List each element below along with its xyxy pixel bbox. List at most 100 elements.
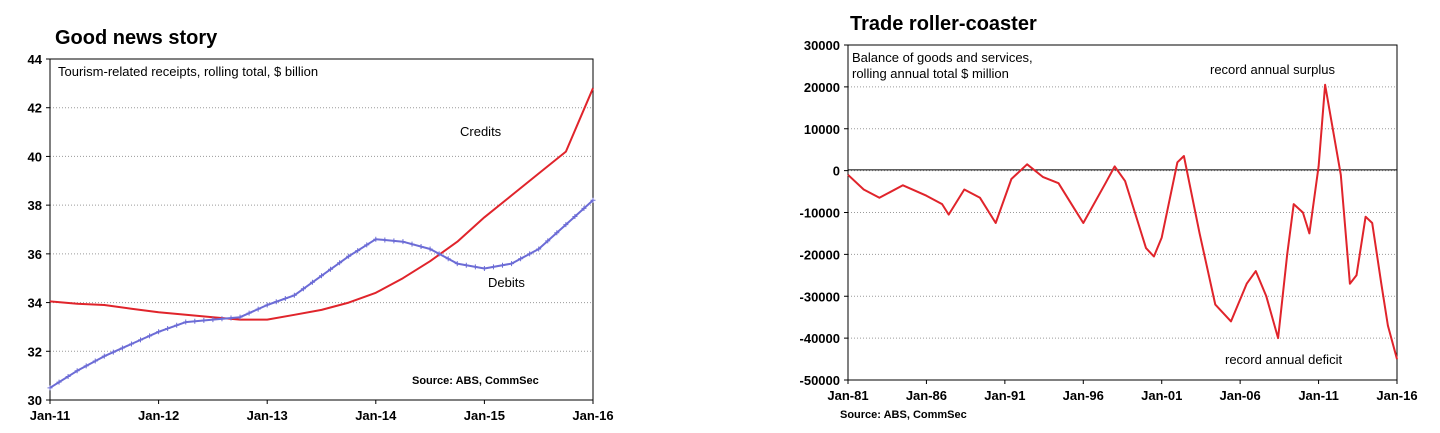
chart1-subtitle: Tourism-related receipts, rolling total,… [58,64,318,79]
chart1-series-debits-marker [101,353,107,359]
chart1-source: Source: ABS, CommSec [412,375,539,387]
chart1-series-debits-marker [65,373,71,379]
chart1-series-debits-marker [246,310,252,316]
chart2-y-tick-label: -30000 [800,289,840,304]
chart1-series-debits-marker [110,349,116,355]
chart2-series [847,83,1398,360]
chart1-y-tick-label: 36 [28,247,42,262]
chart2-series-balance-line [847,83,1398,360]
chart1-title: Good news story [55,27,218,49]
chart1-series-debits-marker [300,286,306,292]
chart1-x-tick-label: Jan-16 [572,408,613,423]
chart1-series-debits-line [49,199,594,389]
chart2-y-tick-label: -40000 [800,331,840,346]
chart2-x-axis: Jan-81 Jan-86 Jan-91 Jan-96 Jan-01 Jan-06 Jan-… [827,380,1418,403]
chart1-series-debits-marker [237,314,243,320]
chart1-series-debits-marker [201,317,207,323]
chart1-series-debits-marker [581,205,587,211]
chart1-series-debits-marker [463,262,469,268]
chart1-y-tick-label: 30 [28,393,42,408]
chart1-series-debits-marker [364,242,370,248]
chart1-series-debits-marker [291,292,297,298]
chart1-series-debits-marker [590,197,596,203]
chart1-series-debits-marker [355,248,361,254]
chart1-series-debits-marker [509,261,515,267]
chart1-series-debits-marker [536,246,542,252]
chart1-series-debits-marker [436,251,442,257]
chart1-y-tick-label: 44 [28,52,43,67]
chart1-series-debits-marker [490,264,496,270]
chart1-series [47,87,596,391]
chart2-y-tick-label: -20000 [800,247,840,262]
chart1-series-debits-marker [219,316,225,322]
chart2-subtitle-line2: rolling annual total $ million [852,66,1009,81]
chart2-plot-frame [847,44,1398,381]
chart1-series-debits-marker [83,363,89,369]
chart2-source: Source: ABS, CommSec [840,409,967,421]
chart2-y-tick-label: 30000 [804,38,840,53]
chart1-series-debits-marker [527,251,533,257]
chart2-gridlines [848,86,1397,339]
chart1-y-tick-label: 40 [28,149,42,164]
chart2-y-tick-label: 0 [833,164,840,179]
chart2-annotation-surplus: record annual surplus [1210,62,1336,77]
chart1-x-tick-label: Jan-13 [247,408,288,423]
chart2-x-tick-label: Jan-96 [1063,388,1104,403]
chart1-series-debits-marker [554,230,560,236]
chart2-y-tick-label: -10000 [800,206,840,221]
chart2-x-tick-label: Jan-91 [984,388,1025,403]
chart1-series-debits-marker [119,345,125,351]
chart2-y-tick-label: -50000 [800,373,840,388]
chart1-series-debits-marker [319,273,324,279]
chart1-series-debits-marker [346,253,352,259]
chart1-gridlines [50,107,593,352]
chart1-series-debits-marker [337,260,343,266]
chart1-series-debits-marker [545,238,551,244]
chart1-y-tick-label: 34 [28,296,43,311]
chart-good-news: Good news story Tourism-related receipts… [28,27,614,423]
chart2-title: Trade roller-coaster [850,13,1037,35]
chart2-y-tick-label: 20000 [804,80,840,95]
chart1-series-debits-marker [391,238,397,244]
chart1-series-debits-marker [264,302,270,308]
chart1-label-debits: Debits [488,275,525,290]
chart1-x-tick-label: Jan-14 [355,408,397,423]
chart1-series-debits-marker [400,239,406,245]
chart1-label-credits: Credits [460,124,502,139]
chart2-subtitle-line1: Balance of goods and services, [852,50,1033,65]
chart1-plot-frame [49,58,594,401]
chart1-series-debits-marker [282,296,288,302]
chart1-y-tick-label: 32 [28,344,42,359]
chart1-series-debits-marker [156,329,162,335]
chart2-y-axis: -50000 -40000 -30000 -20000 -10000 0 10000 2000… [800,38,848,388]
chart1-series-debits-marker [228,315,234,321]
chart1-series-debits-marker [174,322,180,328]
chart1-x-axis: Jan-11 Jan-12 Jan-13 Jan-14 Jan-15 Jan-16 [30,400,614,423]
chart1-series-credits-line [49,87,594,321]
chart1-series-debits-marker [518,256,524,262]
chart1-y-tick-label: 38 [28,198,42,213]
chart1-x-tick-label: Jan-12 [138,408,179,423]
chart1-series-debits-marker [74,368,80,374]
chart1-series-debits-marker [382,237,388,243]
chart1-series-debits-marker [210,317,216,323]
chart1-series-debits-marker [165,326,171,332]
chart1-y-axis: 30 32 34 36 38 40 42 44 [28,52,50,408]
chart1-series-debits-marker [147,333,153,339]
chart1-x-tick-label: Jan-15 [464,408,505,423]
chart1-series-debits-marker [328,266,334,272]
chart1-series-debits-marker [572,214,578,220]
chart1-series-debits-marker [309,279,315,285]
chart1-series-debits-marker [427,246,433,252]
chart1-series-debits-marker [192,318,198,324]
chart1-series-debits-marker [255,306,261,312]
chart1-series-debits-marker [418,244,424,250]
chart2-x-tick-label: Jan-06 [1220,388,1261,403]
chart1-series-debits-marker [500,262,505,268]
chart2-annotation-deficit: record annual deficit [1225,352,1342,367]
chart1-x-tick-label: Jan-11 [30,408,70,423]
chart1-series-debits-marker [273,299,279,305]
chart2-x-tick-label: Jan-11 [1298,388,1338,403]
chart1-series-debits-marker [183,319,189,325]
